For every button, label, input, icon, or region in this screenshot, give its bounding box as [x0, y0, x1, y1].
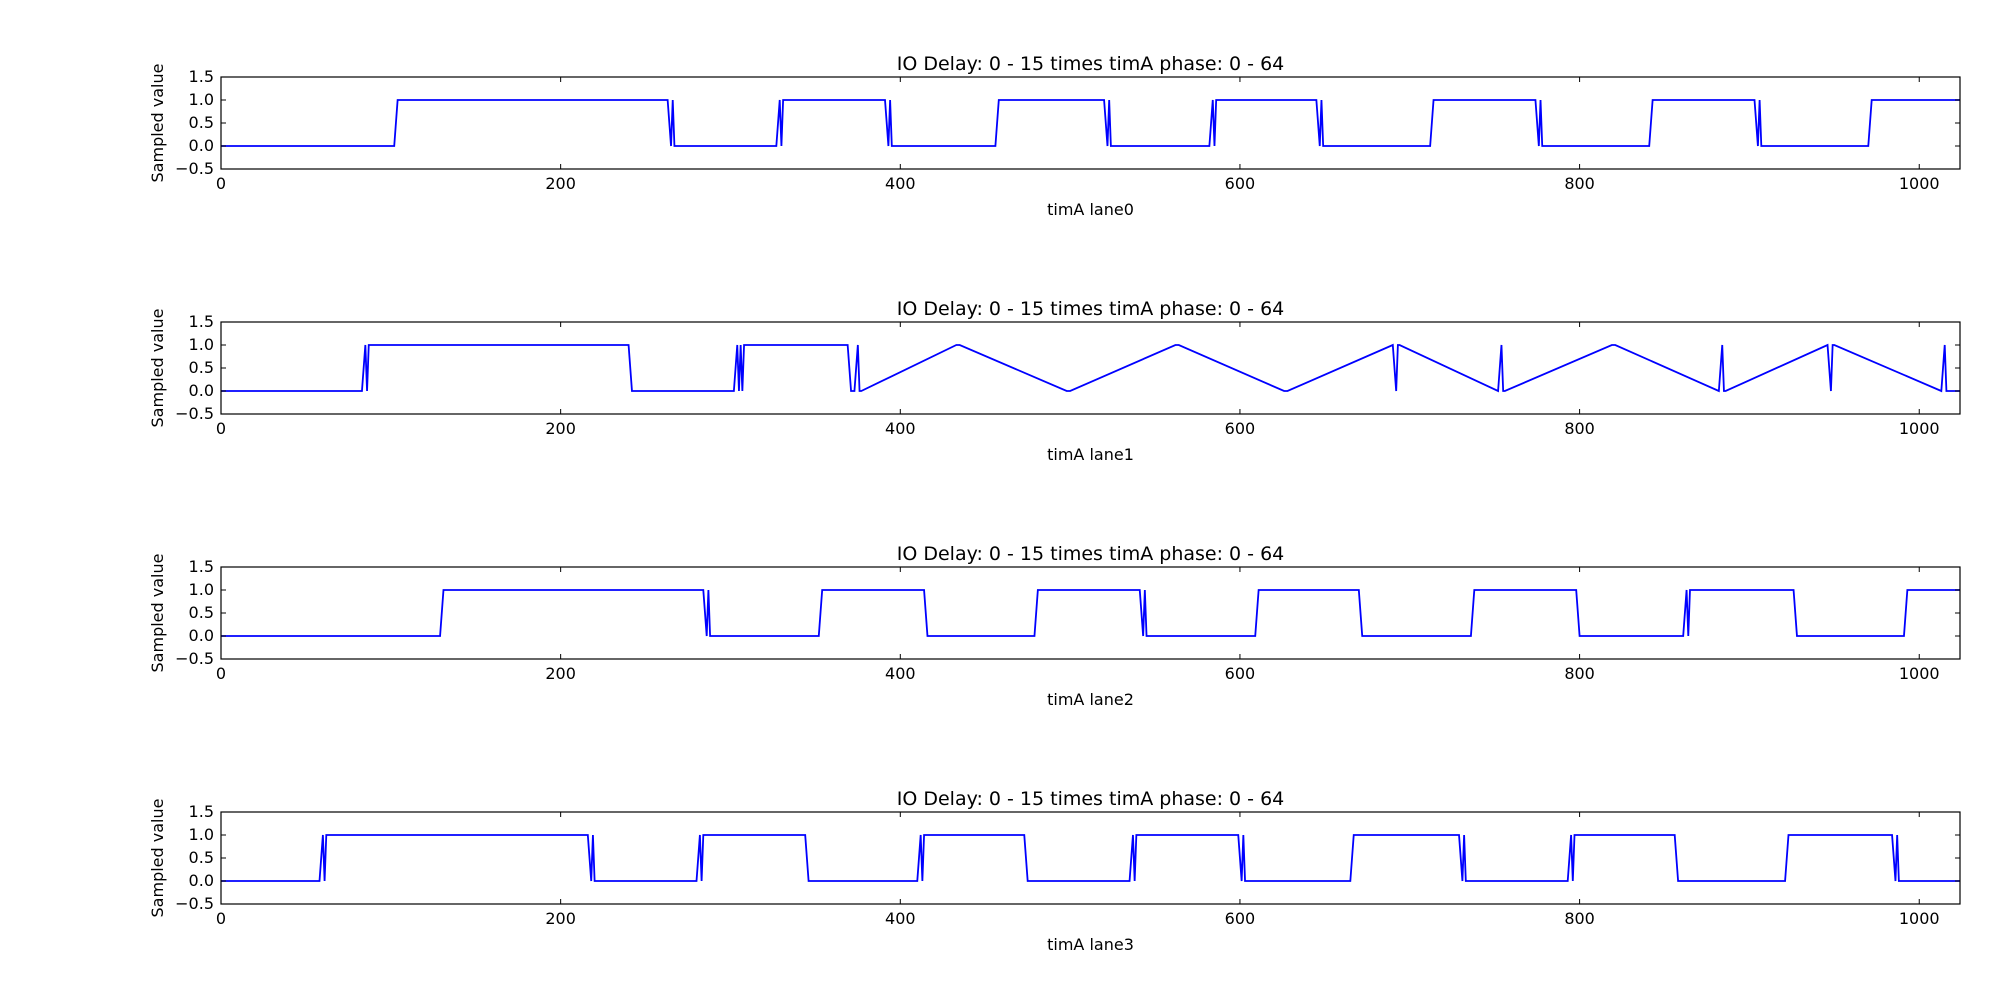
chart-title: IO Delay: 0 - 15 times timA phase: 0 - 6…: [897, 543, 1285, 565]
chart-title: IO Delay: 0 - 15 times timA phase: 0 - 6…: [897, 298, 1285, 320]
y-tick-label: 0.5: [189, 603, 214, 622]
x-axis-label: timA lane3: [1047, 935, 1134, 954]
x-tick-label: 0: [216, 419, 226, 438]
y-tick-label: 1.0: [189, 335, 214, 354]
x-tick-label: 1000: [1899, 664, 1940, 683]
y-tick-label: 1.5: [189, 802, 214, 821]
y-axis-label: Sampled value: [148, 554, 167, 673]
chart-title: IO Delay: 0 - 15 times timA phase: 0 - 6…: [897, 53, 1285, 75]
x-tick-label: 200: [545, 664, 576, 683]
x-tick-label: 600: [1225, 909, 1256, 928]
y-axis-label: Sampled value: [148, 64, 167, 183]
y-tick-label: −0.5: [175, 894, 214, 913]
y-tick-label: −0.5: [175, 159, 214, 178]
x-tick-label: 600: [1225, 664, 1256, 683]
y-tick-label: 1.5: [189, 312, 214, 331]
y-tick-label: 1.0: [189, 90, 214, 109]
x-tick-label: 600: [1225, 174, 1256, 193]
x-tick-label: 200: [545, 909, 576, 928]
x-tick-label: 200: [545, 419, 576, 438]
x-tick-label: 800: [1564, 909, 1595, 928]
y-axis-label: Sampled value: [148, 799, 167, 918]
y-tick-label: 0.0: [189, 626, 214, 645]
x-tick-label: 0: [216, 664, 226, 683]
x-tick-label: 400: [885, 174, 916, 193]
x-tick-label: 400: [885, 909, 916, 928]
x-axis-label: timA lane1: [1047, 445, 1134, 464]
series-line-0: [221, 834, 1960, 882]
y-tick-label: −0.5: [175, 649, 214, 668]
x-axis-label: timA lane0: [1047, 200, 1134, 219]
y-tick-label: 0.0: [189, 381, 214, 400]
subplot-0: 0 200 400 600 800 1000 −0.5 0.0 0.5 1.0 1.5 IO Dela…: [148, 53, 1961, 219]
y-tick-label: 1.0: [189, 825, 214, 844]
series-line-0: [221, 99, 1960, 147]
x-axis-label: timA lane2: [1047, 690, 1134, 709]
x-tick-label: 0: [216, 174, 226, 193]
x-tick-label: 400: [885, 664, 916, 683]
subplot-2: 0 200 400 600 800 1000 −0.5 0.0 0.5 1.0 1.5 IO Dela…: [148, 543, 1961, 709]
y-tick-label: 1.0: [189, 580, 214, 599]
y-tick-label: 1.5: [189, 67, 214, 86]
x-tick-label: 1000: [1899, 909, 1940, 928]
x-tick-label: 800: [1564, 419, 1595, 438]
x-tick-label: 800: [1564, 174, 1595, 193]
y-tick-label: 1.5: [189, 557, 214, 576]
series-line-0: [221, 589, 1960, 637]
y-tick-label: 0.0: [189, 136, 214, 155]
y-tick-label: 0.5: [189, 848, 214, 867]
x-tick-label: 1000: [1899, 419, 1940, 438]
y-tick-label: 0.5: [189, 113, 214, 132]
chart-title: IO Delay: 0 - 15 times timA phase: 0 - 6…: [897, 788, 1285, 810]
subplot-3: 0 200 400 600 800 1000 −0.5 0.0 0.5 1.0 1.5 IO Dela…: [148, 788, 1961, 954]
x-tick-label: 200: [545, 174, 576, 193]
x-tick-label: 1000: [1899, 174, 1940, 193]
x-tick-label: 0: [216, 909, 226, 928]
subplot-1: 0 200 400 600 800 1000 −0.5 0.0 0.5 1.0 1.5 IO Dela…: [148, 298, 1961, 464]
x-tick-label: 600: [1225, 419, 1256, 438]
y-axis-label: Sampled value: [148, 309, 167, 428]
x-tick-label: 400: [885, 419, 916, 438]
y-tick-label: 0.5: [189, 358, 214, 377]
y-tick-label: −0.5: [175, 404, 214, 423]
series-line-0: [221, 343, 1960, 393]
x-tick-label: 800: [1564, 664, 1595, 683]
y-tick-label: 0.0: [189, 871, 214, 890]
